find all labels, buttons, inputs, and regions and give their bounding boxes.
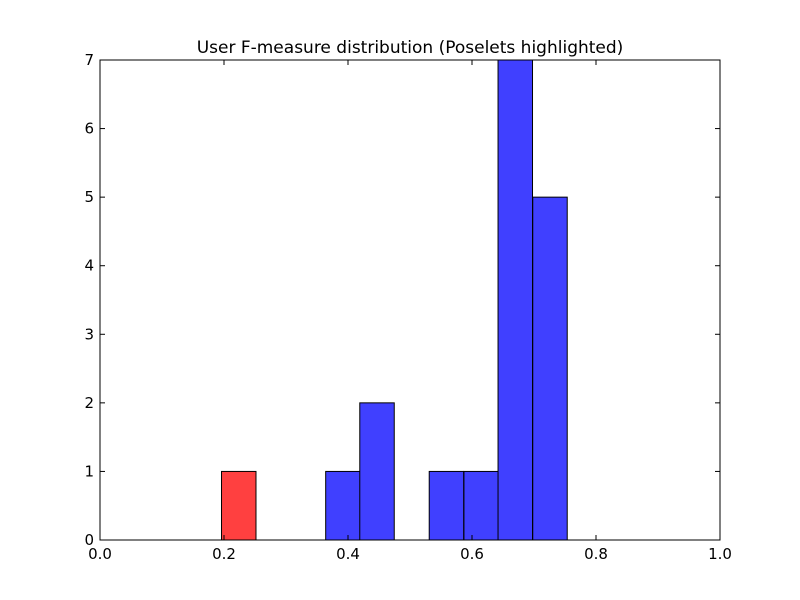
histogram-bar-highlighted — [221, 470, 257, 541]
x-tick-label: 1.0 — [708, 545, 732, 563]
histogram-bar — [428, 470, 465, 541]
y-tick-label: 5 — [84, 188, 94, 206]
x-tick-label: 0.4 — [336, 545, 360, 563]
bars-layer — [221, 59, 568, 541]
histogram-bar — [532, 196, 568, 541]
y-tick-label: 2 — [84, 394, 94, 412]
y-tick-label: 1 — [84, 462, 94, 480]
ticks-layer: 0.0 0.2 0.4 0.6 0.8 1.0 0 1 2 3 4 5 6 7 — [84, 51, 731, 563]
y-tick-label: 3 — [84, 325, 94, 343]
plot-frame — [99, 59, 721, 541]
y-tick-label: 6 — [84, 120, 94, 138]
y-tick-label: 7 — [84, 51, 94, 69]
x-tick-label: 0.8 — [584, 545, 608, 563]
chart-title: User F-measure distribution (Poselets hi… — [197, 38, 624, 58]
y-tick-label: 0 — [84, 531, 94, 549]
x-tick-label: 0.2 — [212, 545, 236, 563]
y-tick-label: 4 — [84, 257, 94, 275]
x-tick-label: 0.0 — [88, 545, 112, 563]
x-tick-label: 0.6 — [460, 545, 484, 563]
histogram-bar — [463, 470, 499, 541]
histogram-bar — [497, 59, 534, 541]
histogram-bar — [359, 402, 395, 541]
histogram-bar — [325, 470, 361, 541]
